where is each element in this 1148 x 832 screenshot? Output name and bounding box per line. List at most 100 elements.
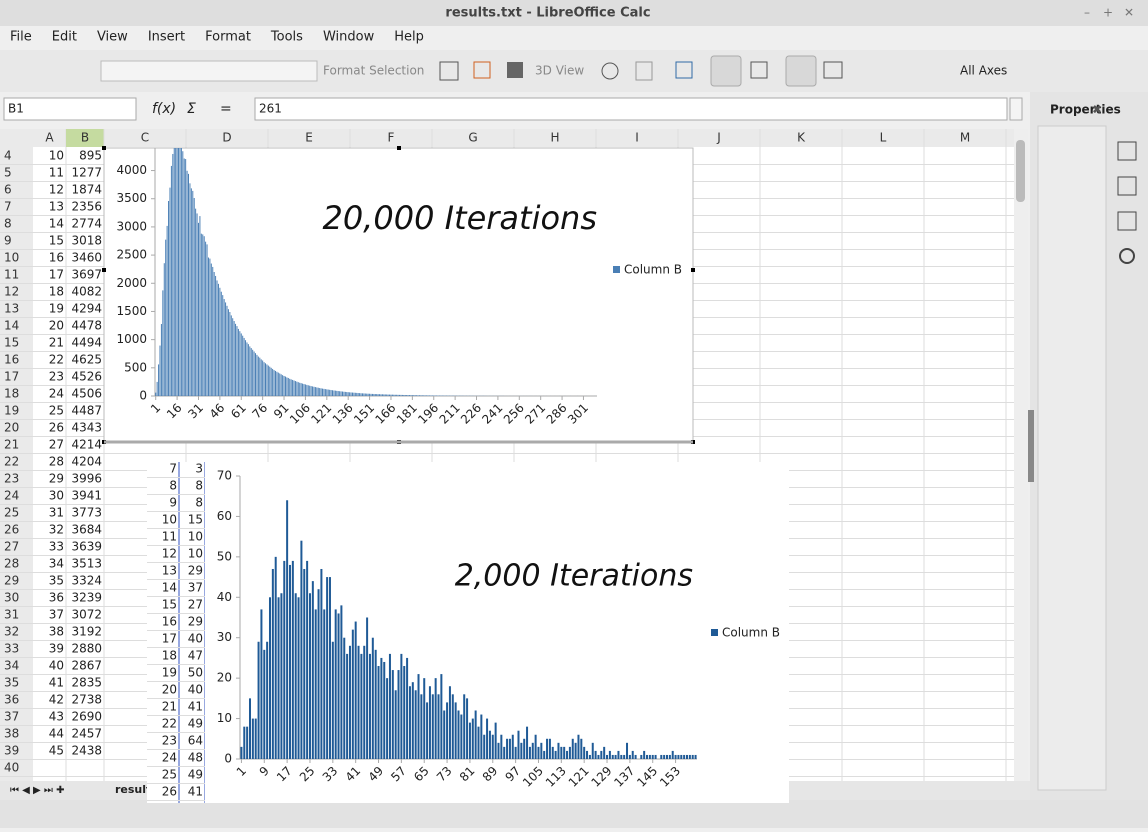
bar xyxy=(408,395,409,396)
bar xyxy=(455,702,457,759)
menu-item[interactable]: Help xyxy=(394,30,424,45)
cell: 44 xyxy=(49,727,64,741)
view-3d[interactable]: 3D View xyxy=(535,64,584,78)
bar xyxy=(563,747,565,759)
bar xyxy=(272,369,273,396)
menu-item[interactable]: Window xyxy=(323,30,375,45)
icon[interactable] xyxy=(786,56,816,86)
minimize[interactable]: – xyxy=(1084,6,1090,20)
bar xyxy=(155,393,156,396)
menu-item[interactable]: Tools xyxy=(270,30,303,45)
embedded-value: 50 xyxy=(188,666,203,680)
sheet-tab[interactable]: result xyxy=(115,783,151,796)
bar xyxy=(368,394,369,396)
embedded-row: 10 xyxy=(162,513,177,527)
style-box[interactable] xyxy=(101,61,317,81)
bar xyxy=(276,372,277,396)
bar xyxy=(259,358,260,396)
embedded-value: 8 xyxy=(195,479,203,493)
y-tick-label: 20 xyxy=(217,671,232,685)
bar xyxy=(400,654,402,759)
maximize[interactable]: + xyxy=(1103,6,1113,20)
bar xyxy=(402,395,403,396)
col-header: G xyxy=(468,131,477,145)
bar xyxy=(489,731,491,759)
row-header: 8 xyxy=(4,217,12,231)
tab-nav[interactable]: ⏮ ◀ ▶ ⏭ ✚ xyxy=(10,785,64,796)
bar xyxy=(169,188,170,396)
bar xyxy=(252,350,253,396)
y-tick-label: 0 xyxy=(224,752,232,766)
cell: 2690 xyxy=(71,710,102,724)
bar xyxy=(416,395,417,396)
bar xyxy=(289,565,291,759)
bar xyxy=(222,295,223,396)
menu-item[interactable]: File xyxy=(10,30,32,45)
bar xyxy=(181,143,182,396)
bar xyxy=(219,288,220,396)
cell: 12 xyxy=(49,183,64,197)
bar xyxy=(620,755,622,759)
bar xyxy=(517,731,519,759)
bar xyxy=(418,395,419,396)
bar xyxy=(249,346,250,396)
col-header: M xyxy=(960,131,970,145)
handle[interactable] xyxy=(397,146,401,150)
expand[interactable] xyxy=(1010,98,1022,120)
formula-icon[interactable]: Σ xyxy=(187,101,196,117)
formula-icon[interactable]: f(x) xyxy=(152,101,176,117)
bar xyxy=(275,557,277,759)
bar xyxy=(318,388,319,396)
cell: 3460 xyxy=(71,251,102,265)
bar xyxy=(429,395,430,396)
bar xyxy=(373,394,374,396)
bar xyxy=(432,395,433,396)
formula-input[interactable] xyxy=(255,98,1007,120)
bar xyxy=(326,389,327,396)
bar xyxy=(209,259,210,396)
embedded-row: 24 xyxy=(162,751,177,765)
v-thumb[interactable] xyxy=(1016,140,1025,202)
all-axes[interactable]: All Axes xyxy=(960,64,1007,78)
embedded-value: 41 xyxy=(188,700,203,714)
y-tick-label: 3000 xyxy=(116,219,147,233)
v-scrollbar[interactable] xyxy=(1014,129,1028,781)
bar xyxy=(680,755,682,759)
close[interactable]: ✕ xyxy=(1124,6,1134,20)
bar xyxy=(349,392,350,396)
icon[interactable] xyxy=(507,62,523,78)
handle[interactable] xyxy=(691,268,695,272)
sidebar-grip[interactable] xyxy=(1028,410,1034,482)
sidebar-close[interactable]: ✖ xyxy=(1092,103,1102,117)
bar xyxy=(386,678,388,759)
bar xyxy=(281,374,282,396)
bar xyxy=(305,384,306,396)
cell: 895 xyxy=(79,149,102,163)
embedded-value: 40 xyxy=(188,632,203,646)
bar xyxy=(232,318,233,396)
bar xyxy=(380,658,382,759)
format-selection[interactable]: Format Selection xyxy=(323,64,424,78)
icon[interactable] xyxy=(711,56,741,86)
bar xyxy=(315,609,317,759)
handle[interactable] xyxy=(102,268,106,272)
bar xyxy=(506,739,508,759)
bar xyxy=(389,654,391,759)
bar xyxy=(420,694,422,759)
bar xyxy=(244,338,245,396)
bar xyxy=(159,346,160,396)
menu-item[interactable]: Format xyxy=(205,30,251,45)
bar xyxy=(395,690,397,759)
menu-item[interactable]: Insert xyxy=(148,30,185,45)
handle[interactable] xyxy=(102,146,106,150)
row-header: 6 xyxy=(4,183,12,197)
bar xyxy=(366,618,368,760)
menu-item[interactable]: View xyxy=(97,30,128,45)
bar xyxy=(306,561,308,759)
bar xyxy=(268,366,269,396)
bar xyxy=(503,747,505,759)
embedded-row: 14 xyxy=(162,581,177,595)
formula-icon[interactable]: = xyxy=(220,101,232,117)
bar xyxy=(194,198,195,396)
menu-item[interactable]: Edit xyxy=(52,30,77,45)
